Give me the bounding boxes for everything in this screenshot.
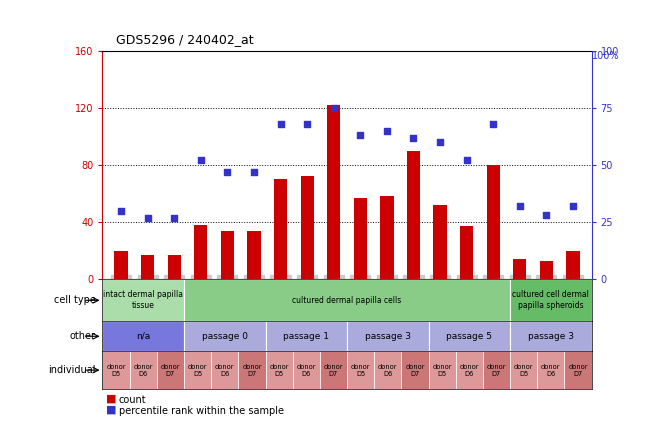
Bar bbox=[407, 151, 420, 279]
Text: passage 5: passage 5 bbox=[446, 332, 492, 341]
Bar bbox=[428, 351, 455, 389]
Bar bbox=[184, 279, 510, 321]
Point bbox=[142, 214, 153, 221]
Point bbox=[222, 168, 233, 175]
Text: donor
D5: donor D5 bbox=[351, 364, 370, 376]
Text: GDS5296 / 240402_at: GDS5296 / 240402_at bbox=[116, 33, 253, 47]
Text: donor
D7: donor D7 bbox=[242, 364, 262, 376]
Point bbox=[435, 139, 446, 146]
Bar bbox=[102, 351, 130, 389]
Text: other: other bbox=[70, 331, 96, 341]
Text: 100%: 100% bbox=[592, 51, 619, 61]
Point bbox=[275, 121, 286, 127]
Bar bbox=[434, 205, 447, 279]
Text: donor
D6: donor D6 bbox=[134, 364, 153, 376]
Text: passage 3: passage 3 bbox=[528, 332, 574, 341]
Bar bbox=[566, 250, 580, 279]
Bar bbox=[221, 231, 234, 279]
Point bbox=[355, 132, 366, 139]
Bar bbox=[537, 351, 564, 389]
Bar bbox=[194, 225, 208, 279]
Text: passage 1: passage 1 bbox=[284, 332, 329, 341]
Text: donor
D7: donor D7 bbox=[568, 364, 588, 376]
Text: count: count bbox=[119, 395, 147, 405]
Point bbox=[196, 157, 206, 164]
Bar bbox=[347, 321, 428, 351]
Bar bbox=[460, 226, 473, 279]
Point bbox=[249, 168, 259, 175]
Bar bbox=[239, 351, 266, 389]
Bar bbox=[320, 351, 347, 389]
Bar bbox=[564, 351, 592, 389]
Bar bbox=[510, 351, 537, 389]
Text: donor
D6: donor D6 bbox=[378, 364, 397, 376]
Bar bbox=[266, 321, 347, 351]
Text: donor
D7: donor D7 bbox=[405, 364, 425, 376]
Point bbox=[408, 134, 419, 141]
Text: donor
D6: donor D6 bbox=[459, 364, 479, 376]
Bar bbox=[184, 321, 266, 351]
Bar bbox=[293, 351, 320, 389]
Bar bbox=[274, 179, 288, 279]
Bar bbox=[184, 351, 211, 389]
Text: cell type: cell type bbox=[54, 295, 96, 305]
Text: intact dermal papilla
tissue: intact dermal papilla tissue bbox=[103, 290, 183, 310]
Point bbox=[116, 207, 126, 214]
Text: n/a: n/a bbox=[136, 332, 150, 341]
Bar bbox=[327, 105, 340, 279]
Bar bbox=[455, 351, 483, 389]
Point bbox=[541, 212, 552, 219]
Bar bbox=[513, 259, 526, 279]
Bar bbox=[428, 321, 510, 351]
Text: donor
D5: donor D5 bbox=[106, 364, 126, 376]
Bar bbox=[157, 351, 184, 389]
Bar bbox=[510, 321, 592, 351]
Bar bbox=[168, 255, 181, 279]
Bar bbox=[380, 196, 393, 279]
Text: cultured dermal papilla cells: cultured dermal papilla cells bbox=[292, 296, 402, 305]
Text: donor
D7: donor D7 bbox=[486, 364, 506, 376]
Text: donor
D5: donor D5 bbox=[269, 364, 289, 376]
Bar bbox=[211, 351, 239, 389]
Bar bbox=[102, 279, 184, 321]
Point bbox=[488, 121, 498, 127]
Bar bbox=[347, 351, 374, 389]
Bar bbox=[102, 321, 184, 351]
Text: individual: individual bbox=[48, 365, 96, 375]
Text: passage 3: passage 3 bbox=[365, 332, 410, 341]
Text: passage 0: passage 0 bbox=[202, 332, 248, 341]
Text: percentile rank within the sample: percentile rank within the sample bbox=[119, 406, 284, 416]
Bar bbox=[401, 351, 428, 389]
Text: donor
D7: donor D7 bbox=[161, 364, 180, 376]
Bar bbox=[374, 351, 401, 389]
Bar bbox=[510, 279, 592, 321]
Text: ■: ■ bbox=[106, 404, 116, 415]
Text: donor
D5: donor D5 bbox=[432, 364, 452, 376]
Bar bbox=[141, 255, 154, 279]
Bar bbox=[130, 351, 157, 389]
Point bbox=[381, 127, 392, 134]
Text: donor
D5: donor D5 bbox=[514, 364, 533, 376]
Text: donor
D6: donor D6 bbox=[215, 364, 235, 376]
Bar bbox=[247, 231, 260, 279]
Text: donor
D7: donor D7 bbox=[324, 364, 343, 376]
Point bbox=[169, 214, 180, 221]
Point bbox=[329, 104, 339, 111]
Bar bbox=[486, 165, 500, 279]
Bar bbox=[301, 176, 314, 279]
Bar bbox=[483, 351, 510, 389]
Point bbox=[302, 121, 313, 127]
Bar bbox=[266, 351, 293, 389]
Point bbox=[461, 157, 472, 164]
Text: cultured cell dermal
papilla spheroids: cultured cell dermal papilla spheroids bbox=[512, 290, 589, 310]
Text: ■: ■ bbox=[106, 394, 116, 404]
Point bbox=[568, 203, 578, 209]
Bar bbox=[354, 198, 367, 279]
Point bbox=[514, 203, 525, 209]
Bar bbox=[540, 261, 553, 279]
Text: donor
D5: donor D5 bbox=[188, 364, 208, 376]
Bar bbox=[114, 250, 128, 279]
Text: donor
D6: donor D6 bbox=[297, 364, 316, 376]
Text: donor
D6: donor D6 bbox=[541, 364, 561, 376]
